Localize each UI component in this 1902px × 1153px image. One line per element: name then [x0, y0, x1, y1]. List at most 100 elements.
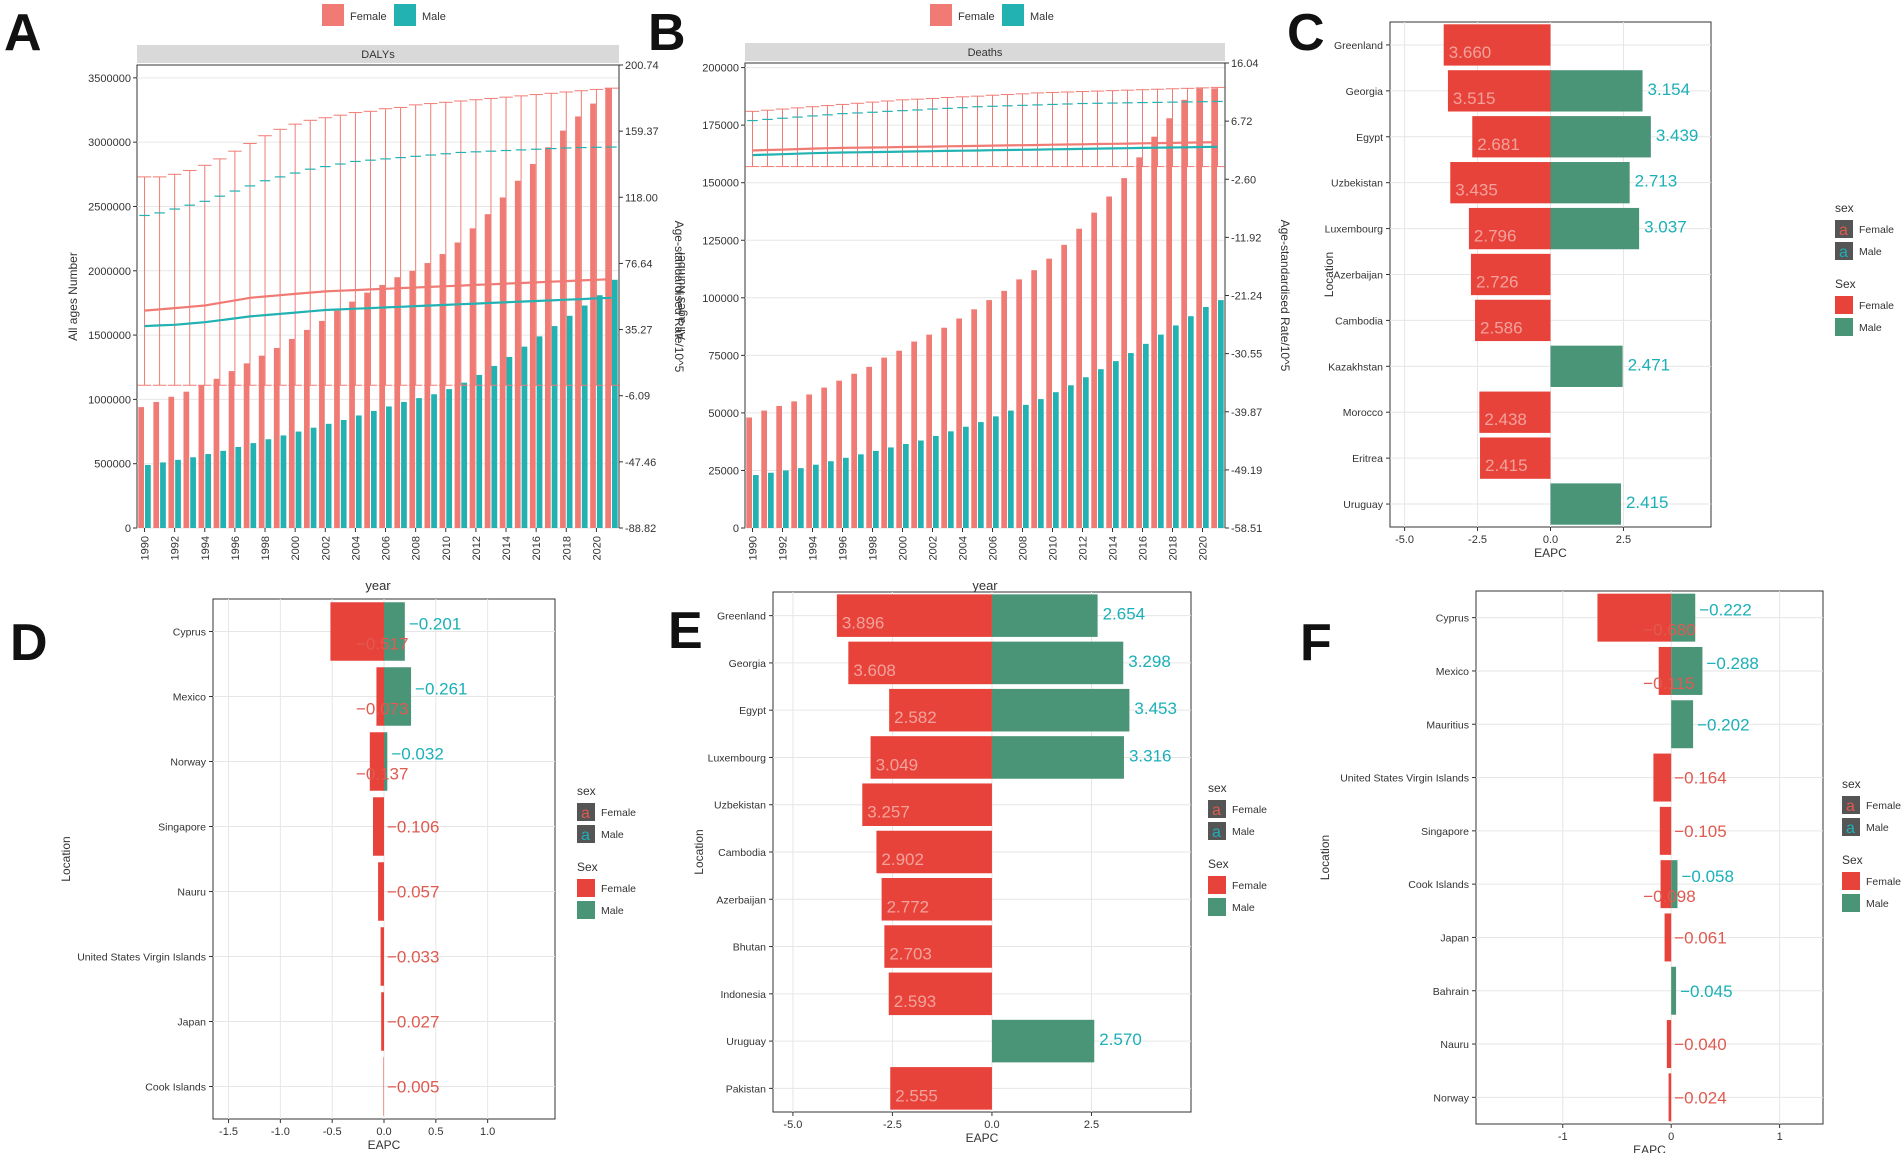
bar-female [884, 925, 992, 968]
value-label-male: 2.713 [1635, 172, 1678, 191]
bar-male [1550, 70, 1643, 112]
value-label-female: −0.105 [1674, 822, 1726, 841]
bar-female [228, 371, 235, 528]
x-tick-label: 2006 [381, 536, 393, 560]
bar-male [1068, 385, 1074, 528]
x-axis-title: EAPC [368, 1138, 401, 1152]
legend-key-glyph-female [1835, 220, 1853, 238]
y-tick-label: 2500000 [88, 201, 131, 213]
y2-tick-label: 6.72 [1231, 116, 1252, 128]
bar-female [1450, 162, 1551, 204]
legend-glyph-male: a [1212, 824, 1221, 841]
bar-female [911, 341, 917, 528]
bar-male [1671, 646, 1703, 695]
y2-tick-label: -2.60 [1231, 174, 1256, 186]
bar-male [991, 594, 1098, 637]
location-label: Cook Islands [145, 1082, 206, 1094]
facet-title: Deaths [968, 47, 1003, 59]
value-label-male: −0.032 [391, 745, 443, 764]
x-tick-label: -0.5 [323, 1126, 342, 1138]
bar-female [1106, 196, 1112, 529]
legend-glyph-male: a [1846, 820, 1855, 837]
bar-female [1597, 593, 1672, 642]
x-axis-title: year [365, 578, 391, 593]
bar-female [836, 594, 992, 637]
legend-label-male: Male [1866, 898, 1889, 910]
bar-male [611, 279, 618, 528]
x-tick-label: 2010 [441, 536, 453, 560]
value-label-female: −0.024 [1674, 1088, 1726, 1107]
x-tick-label: 2012 [471, 536, 483, 560]
bar-male [1053, 392, 1059, 528]
bar-male [858, 454, 864, 528]
bar-female [409, 270, 416, 528]
x-tick-label: 2008 [411, 536, 423, 560]
x-tick-label: 1994 [200, 536, 212, 560]
location-label: Egypt [739, 705, 766, 717]
value-label-female: 2.438 [1484, 410, 1527, 429]
value-label-female: 3.660 [1449, 43, 1492, 62]
bar-female [836, 380, 842, 528]
bar-female [544, 147, 551, 529]
y-tick-label: 50000 [708, 408, 739, 420]
value-label-female: −0.061 [1674, 928, 1726, 947]
asr-line-male [752, 145, 1218, 157]
bar-female [1658, 646, 1672, 695]
value-label-female: 3.896 [842, 614, 885, 633]
panel-letter-b: B [648, 4, 686, 62]
bar-female [376, 667, 384, 726]
value-label-male: −0.045 [1680, 982, 1732, 1001]
bar-male [310, 427, 317, 528]
bar-female [381, 992, 384, 1051]
value-label-female: −0.115 [1643, 674, 1694, 693]
bar-male [384, 667, 412, 726]
legend-title-sex-lower: sex [1208, 781, 1227, 795]
bar-female [383, 1057, 384, 1116]
x-tick-label: 1998 [260, 536, 272, 560]
facet-strip [745, 43, 1225, 61]
x-tick-label: 2018 [1168, 536, 1180, 560]
legend-title-sex-upper: Sex [577, 860, 598, 874]
panel-b: Female Male Deaths 0 25000 50000 75000 100000 12… [674, 4, 1292, 593]
location-label: Pakistan [726, 1083, 766, 1095]
value-label-male: −0.201 [409, 615, 461, 634]
x-tick-label: 1 [1777, 1131, 1783, 1143]
value-label-female: −0.040 [1674, 1035, 1726, 1054]
x-tick-label: 0.0 [984, 1119, 999, 1131]
y-tick-label: 500000 [94, 459, 131, 471]
bar-male [1113, 361, 1119, 528]
bar-male [325, 423, 332, 528]
bar-male [384, 732, 388, 791]
value-label-female: 3.608 [853, 661, 896, 680]
y-axis-title: Location [1322, 252, 1336, 297]
bar-female [881, 357, 887, 528]
bar-male [1550, 345, 1623, 387]
bar-female [1664, 913, 1672, 962]
x-tick-label: 1992 [170, 536, 182, 560]
bar-female [1666, 1020, 1672, 1069]
bar-male [873, 450, 879, 528]
value-label-female: −0.680 [1643, 621, 1695, 640]
x-tick-label: 0 [1668, 1131, 1674, 1143]
value-label-male: −0.058 [1681, 867, 1733, 886]
y2-tick-label: -88.82 [625, 523, 656, 535]
bar-female [1653, 753, 1672, 802]
bar-female [1211, 88, 1217, 529]
y2-tick-label: -47.46 [625, 457, 656, 469]
legend-key-female [1208, 876, 1226, 894]
value-label-male: 3.439 [1656, 126, 1699, 145]
bar-male [416, 398, 422, 528]
location-label: Uzbekistan [714, 800, 766, 812]
bar-female [1479, 391, 1551, 433]
location-label: United States Virgin Islands [77, 952, 206, 964]
legend-label-female: Female [1866, 800, 1901, 812]
x-tick-label: 2020 [1198, 536, 1210, 560]
bar-female [866, 366, 872, 528]
bar-female [394, 277, 401, 528]
location-label: Mexico [1436, 666, 1469, 678]
bar-female [575, 116, 581, 528]
bar-male [1550, 483, 1621, 525]
x-tick-label: 2014 [501, 536, 513, 560]
legend-label-male: Male [1232, 826, 1255, 838]
